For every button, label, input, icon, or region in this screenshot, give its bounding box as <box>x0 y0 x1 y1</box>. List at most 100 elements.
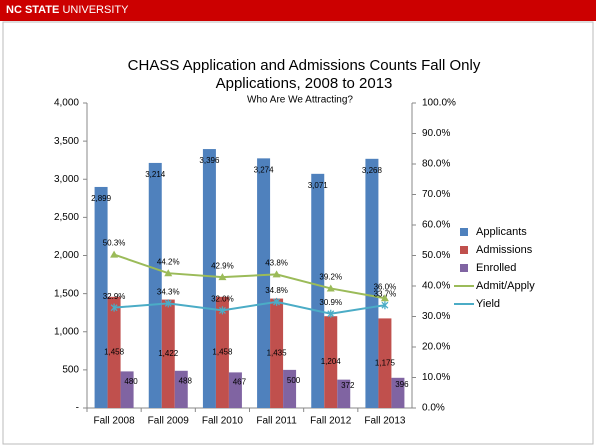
data-label: 1,175 <box>375 358 396 367</box>
y2-tick-label: 80.0% <box>422 159 450 170</box>
bar <box>283 369 297 408</box>
y2-tick-label: 100.0% <box>422 98 456 109</box>
bar <box>107 296 121 408</box>
y-tick-label: 2,500 <box>54 212 79 223</box>
data-label: 3,268 <box>362 166 383 175</box>
marker <box>164 299 172 308</box>
chart-title: CHASS Application and Admissions Counts … <box>128 57 481 74</box>
y-tick-label: 500 <box>62 365 79 376</box>
slide-border <box>2 21 594 445</box>
bar <box>120 371 134 408</box>
legend-label: Admissions <box>476 244 533 256</box>
bar <box>378 318 392 408</box>
data-label: 396 <box>395 380 409 389</box>
y2-tick-label: 50.0% <box>422 250 450 261</box>
data-label: 500 <box>287 376 301 385</box>
bar <box>311 173 325 408</box>
bar <box>202 149 216 408</box>
data-label: 39.2% <box>319 273 342 282</box>
data-label: 42.9% <box>211 261 234 270</box>
data-label: 33.7% <box>374 289 397 298</box>
bar <box>228 372 242 408</box>
line-series <box>113 253 386 300</box>
marker <box>110 303 118 312</box>
marker <box>380 294 389 302</box>
marker <box>326 284 335 292</box>
data-label: 1,458 <box>104 348 125 357</box>
y-tick-label: 2,000 <box>54 250 79 261</box>
data-label: 1,204 <box>321 357 342 366</box>
y-tick-label: - <box>76 403 79 414</box>
data-label: 488 <box>179 377 193 386</box>
bar <box>324 316 338 408</box>
data-label: 2,899 <box>91 194 112 203</box>
marker <box>218 306 226 315</box>
data-label: 3,214 <box>145 170 166 179</box>
x-tick-label: Fall 2010 <box>202 416 244 427</box>
y-tick-label: 3,500 <box>54 136 79 147</box>
data-label: 1,435 <box>267 348 288 357</box>
data-label: 36.0% <box>374 282 397 291</box>
marker <box>327 309 335 318</box>
data-label: 34.3% <box>157 287 180 296</box>
y-tick-label: 3,000 <box>54 174 79 185</box>
data-label: 372 <box>341 381 355 390</box>
bar <box>148 162 162 408</box>
y-tick-label: 1,000 <box>54 326 79 337</box>
bar <box>94 186 108 408</box>
header-bar: NC STATE UNIVERSITY <box>0 0 596 21</box>
bar <box>270 298 284 408</box>
data-label: 44.2% <box>157 257 180 266</box>
y2-tick-label: 40.0% <box>422 281 450 292</box>
y2-tick-label: 10.0% <box>422 372 450 383</box>
bar <box>337 379 351 408</box>
bar <box>174 370 188 408</box>
data-label: 32.9% <box>103 292 126 301</box>
marker <box>164 269 173 277</box>
bar <box>365 158 379 408</box>
data-label: 3,071 <box>308 181 329 190</box>
legend-label: Admit/Apply <box>476 280 535 292</box>
bar <box>257 158 271 408</box>
x-tick-label: Fall 2012 <box>310 416 352 427</box>
legend-swatch <box>460 246 468 254</box>
bar <box>161 299 175 408</box>
legend-swatch <box>460 228 468 236</box>
marker <box>110 250 119 258</box>
x-tick-label: Fall 2013 <box>364 416 406 427</box>
x-tick-label: Fall 2008 <box>94 416 136 427</box>
legend-label: Applicants <box>476 226 527 238</box>
bar <box>391 377 405 408</box>
x-tick-label: Fall 2011 <box>256 416 297 427</box>
y-tick-label: 1,500 <box>54 288 79 299</box>
data-label: 30.9% <box>319 298 342 307</box>
legend-label: Enrolled <box>476 262 516 274</box>
line-series <box>114 300 386 315</box>
data-label: 32.0% <box>211 295 234 304</box>
chart-subtitle: Who Are We Attracting? <box>247 95 353 106</box>
marker <box>273 297 281 306</box>
brand-bold: NC STATE <box>6 4 60 16</box>
marker <box>218 273 227 281</box>
data-label: 467 <box>233 377 247 386</box>
data-label: 1,458 <box>212 348 233 357</box>
marker <box>381 301 389 310</box>
data-label: 43.8% <box>265 259 288 268</box>
y2-tick-label: 90.0% <box>422 128 450 139</box>
data-label: 1,422 <box>158 349 179 358</box>
legend-swatch <box>460 264 468 272</box>
legend-label: Yield <box>476 298 500 310</box>
marker <box>272 270 281 278</box>
chart-title: Applications, 2008 to 2013 <box>216 75 393 92</box>
data-label: 3,274 <box>254 165 275 174</box>
data-label: 3,396 <box>199 156 220 165</box>
x-tick-label: Fall 2009 <box>148 416 190 427</box>
y-tick-label: 4,000 <box>54 98 79 109</box>
y2-tick-label: 30.0% <box>422 311 450 322</box>
data-label: 480 <box>124 377 138 386</box>
y2-tick-label: 20.0% <box>422 342 450 353</box>
brand: UNIVERSITY <box>62 4 129 16</box>
y2-tick-label: 60.0% <box>422 220 450 231</box>
